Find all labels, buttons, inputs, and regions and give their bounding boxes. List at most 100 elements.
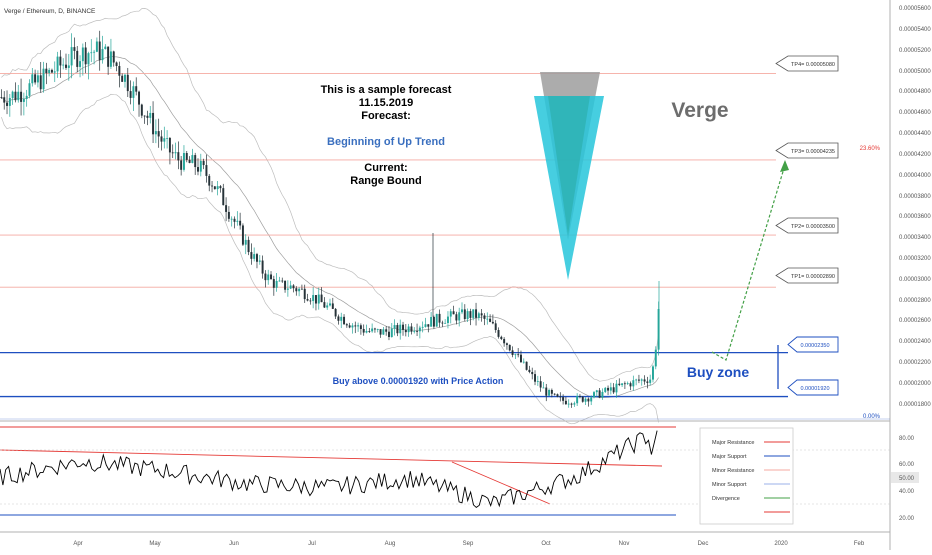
forecast-triangle-cyan [534, 96, 604, 280]
candle-body [573, 403, 576, 405]
candle-body [255, 254, 258, 262]
price-tick: 0.00003000 [899, 277, 931, 283]
candle-body [123, 74, 126, 82]
candle-body [247, 239, 250, 253]
candle-body [494, 323, 497, 331]
candle-body [637, 379, 640, 381]
candle-body [615, 383, 618, 393]
candle-body [180, 160, 183, 170]
time-tick: Jun [229, 541, 239, 547]
candle-body [354, 325, 357, 327]
candle-body [306, 299, 309, 301]
candle-body [14, 91, 17, 101]
candle-body [362, 328, 365, 333]
rsi-tick: 60.00 [899, 462, 915, 468]
candle-body [635, 379, 638, 381]
candle-body [211, 185, 214, 187]
candle-body [53, 71, 56, 73]
candle-body [402, 324, 405, 330]
rsi-line [0, 430, 658, 508]
candle-body [531, 371, 534, 375]
candle-body [81, 47, 84, 62]
candle-body [446, 316, 449, 323]
candle-body [174, 152, 177, 154]
candle-body [458, 312, 461, 321]
candle-body [604, 387, 607, 392]
candle-body [475, 309, 478, 318]
forecast-trend: Beginning of Up Trend [327, 136, 445, 148]
price-tick: 0.00004000 [899, 173, 931, 179]
candlesticks [0, 30, 660, 408]
candle-body [17, 91, 20, 101]
candle-body [463, 309, 466, 320]
candle-body [545, 387, 548, 396]
price-tick: 0.00004200 [899, 152, 931, 158]
candle-body [539, 381, 542, 388]
price-tick: 0.00003600 [899, 214, 931, 220]
candle-body [250, 252, 253, 259]
candle-body [267, 274, 270, 281]
candle-body [194, 155, 197, 168]
candle-body [466, 311, 469, 320]
candle-body [497, 330, 500, 337]
legend-label: Major Support [712, 454, 747, 460]
price-tick: 0.00002800 [899, 298, 931, 304]
candle-body [118, 65, 121, 76]
candle-body [562, 397, 565, 401]
candle-body [595, 390, 598, 393]
candle-body [550, 389, 553, 394]
candle-body [567, 403, 570, 405]
candle-body [107, 46, 110, 67]
candle-body [3, 97, 6, 103]
time-tick: Dec [698, 541, 709, 547]
candle-body [303, 288, 306, 300]
candle-body [570, 403, 573, 405]
rsi-current-badge [891, 472, 919, 483]
rsi-tick: 40.00 [899, 489, 915, 495]
candle-body [469, 311, 472, 318]
tp4-label: TP4= 0.00005080 [791, 62, 835, 68]
candle-body [598, 390, 601, 398]
time-tick: Jul [308, 541, 316, 547]
candle-body [168, 137, 171, 153]
candle-body [95, 41, 98, 52]
candle-body [143, 115, 146, 117]
tp1-box [775, 267, 839, 284]
time-tick: Aug [385, 541, 396, 547]
tp1-label: TP1= 0.00002890 [791, 274, 835, 280]
bollinger-upper [1, 8, 659, 382]
legend-label: Divergence [712, 496, 740, 502]
candle-body [22, 98, 25, 102]
candle-body [632, 380, 635, 387]
buy-zone-label: Buy zone [687, 364, 749, 380]
candle-body [65, 64, 67, 68]
candle-body [20, 91, 23, 102]
price-tick: 0.00003800 [899, 194, 931, 200]
tp2-label: TP2= 0.00003500 [791, 224, 835, 230]
tp4-box [775, 55, 839, 72]
forecast-text: This is a sample forecast 11.15.2019 For… [321, 84, 452, 187]
candle-body [368, 331, 371, 332]
forecast-triangle-inner [548, 96, 590, 235]
candle-body [264, 273, 267, 281]
rsi-current-value: 50.00 [899, 476, 915, 482]
candle-body [500, 336, 503, 340]
candle-body [42, 68, 45, 90]
candle-body [480, 313, 483, 316]
forecast-line-2: 11.15.2019 [359, 97, 413, 109]
candle-body [511, 350, 514, 355]
candle-body [382, 329, 385, 335]
candle-body [160, 136, 163, 142]
candle-body [31, 74, 34, 84]
fib-0-label: 0.00% [863, 414, 881, 420]
candle-body [590, 397, 593, 402]
candle-body [404, 329, 407, 333]
candle-body [227, 211, 230, 219]
target-arrow-head [780, 160, 789, 172]
candle-body [357, 325, 360, 327]
candle-body [312, 295, 315, 302]
candle-body [326, 305, 329, 308]
candle-body [309, 300, 312, 302]
price-axis: 0.00005600 0.00005400 0.00005200 0.00005… [899, 6, 931, 408]
